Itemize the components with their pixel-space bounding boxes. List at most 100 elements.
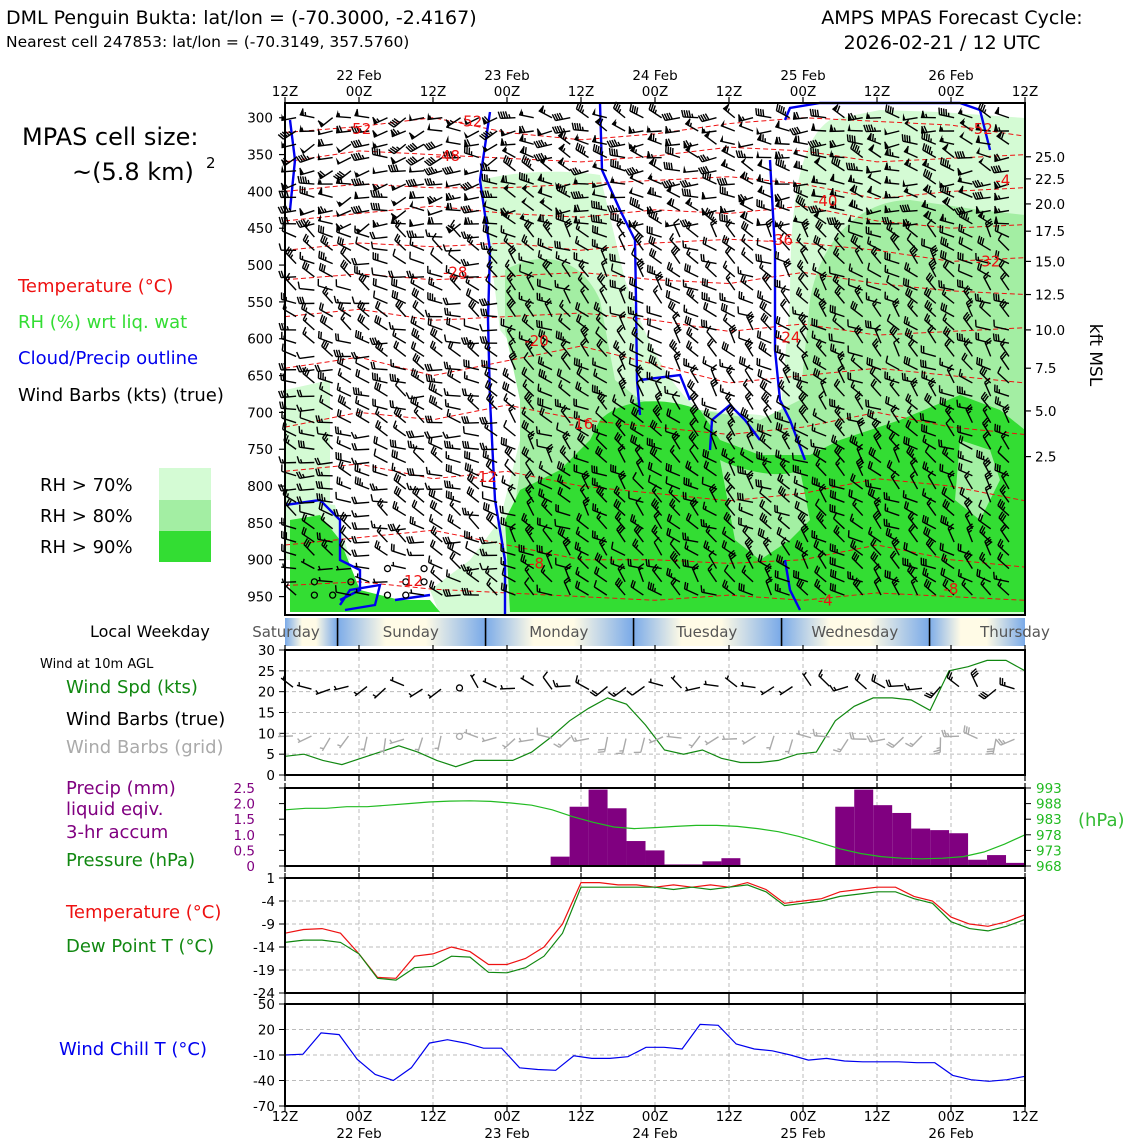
- top-date-label: 22 Feb: [336, 68, 381, 84]
- y-tick-label: 30: [258, 643, 275, 659]
- temperature-label: -16: [569, 415, 594, 433]
- legend-temperature: Temperature (°C): [17, 276, 173, 297]
- precip-bar: [930, 830, 949, 866]
- y-tick-label: 0: [266, 768, 275, 784]
- pressure-tick-label: 993: [1036, 781, 1062, 797]
- bottom-date-label: 22 Feb: [336, 1126, 381, 1140]
- wind-barb-true: [671, 675, 684, 688]
- precip-bar: [835, 807, 854, 866]
- temperature-label: -48: [436, 147, 461, 165]
- pressure-tick-label: 300: [247, 111, 273, 127]
- precip-tick-label: 1.0: [234, 828, 255, 844]
- bottom-time-tick-label: 12Z: [568, 1109, 594, 1125]
- wind-barb-true: [590, 681, 607, 697]
- wind-barb-true: [725, 675, 739, 687]
- precip-bar: [721, 858, 740, 866]
- top-time-tick-label: 00Z: [938, 84, 964, 100]
- wind-barb-grid: [616, 737, 626, 755]
- temperature-label: -12: [473, 468, 498, 486]
- cell-size-superscript: 2: [206, 154, 216, 172]
- forecast-cycle-title: AMPS MPAS Forecast Cycle:: [821, 7, 1082, 29]
- wind-barb-true: [553, 679, 570, 687]
- pressure-tick-label: 500: [247, 258, 273, 274]
- pressure-tick-label: 600: [247, 332, 273, 348]
- precip-tick-label: 2.0: [234, 797, 255, 813]
- wind-barb-grid: [501, 736, 515, 749]
- precip-bar: [570, 807, 589, 866]
- top-time-tick-label: 12Z: [568, 84, 594, 100]
- temperature-label: -8: [944, 580, 959, 598]
- pressure-label: Pressure (hPa): [66, 850, 195, 871]
- precip-tick-label: 2.5: [234, 781, 255, 797]
- precip-tick-label: 0.5: [234, 843, 255, 859]
- wind-barb-true: [455, 684, 463, 692]
- wind-barb-true: [390, 676, 405, 685]
- weekday-label: Wednesday: [811, 623, 898, 641]
- forecast-cycle-date: 2026-02-21 / 12 UTC: [844, 32, 1041, 54]
- nearest-cell-subtitle: Nearest cell 247853: lat/lon = (-70.3149…: [6, 33, 409, 51]
- precip-bar: [911, 829, 930, 866]
- precip-bar: [627, 841, 646, 866]
- wind-barb-grid: [598, 736, 608, 754]
- pressure-tick-label: 973: [1036, 843, 1062, 859]
- wind-barb-true: [574, 675, 592, 689]
- legend-rh80-label: RH > 80%: [40, 506, 133, 527]
- legend-swatch-rh70: [159, 468, 211, 500]
- y-tick-label: 5: [266, 747, 275, 763]
- y-tick-label: 15: [258, 706, 275, 722]
- legend-rh90-label: RH > 90%: [40, 537, 133, 558]
- bottom-time-tick-label: 00Z: [790, 1109, 816, 1125]
- wind-barb-grid: [850, 732, 867, 739]
- kft-tick-label: 25.0: [1035, 150, 1065, 166]
- y-tick-label: -40: [253, 1074, 275, 1090]
- kft-tick-label: 20.0: [1035, 197, 1065, 213]
- wind-barb-grid: [389, 736, 404, 744]
- top-time-tick-label: 00Z: [494, 84, 520, 100]
- legend-barbs: Wind Barbs (kts) (true): [18, 385, 224, 406]
- top-time-tick-label: 12Z: [272, 84, 298, 100]
- wind-barb-grid: [319, 736, 330, 751]
- bottom-date-label: 26 Feb: [928, 1126, 973, 1140]
- temperature-panel-label: Temperature (°C): [65, 902, 221, 923]
- wind-barb-grid: [867, 732, 885, 742]
- top-time-tick-label: 12Z: [420, 84, 446, 100]
- wind-barb-grid: [634, 736, 645, 754]
- legend-rh: RH (%) wrt liq. wat: [18, 312, 187, 333]
- wind-barb-true: [886, 679, 903, 687]
- y-tick-label: 1: [266, 871, 275, 887]
- y-tick-label: 25: [258, 664, 275, 680]
- wind-barb-grid: [296, 733, 311, 743]
- precip-label-1: Precip (mm): [66, 778, 176, 799]
- y-tick-label: -19: [253, 963, 275, 979]
- top-date-label: 26 Feb: [928, 68, 973, 84]
- temperature-label: -36: [769, 231, 794, 249]
- bottom-date-label: 24 Feb: [632, 1126, 677, 1140]
- temperature-label: -32: [976, 252, 1001, 270]
- wind-barb-grid: [933, 737, 940, 754]
- wind-barb-grid: [688, 734, 700, 748]
- bottom-time-tick-label: 00Z: [938, 1109, 964, 1125]
- wind-speed-label: Wind Spd (kts): [66, 677, 198, 698]
- wind-barb-grid: [481, 734, 496, 742]
- wind-barb-grid: [741, 733, 756, 744]
- bottom-date-label: 25 Feb: [780, 1126, 825, 1140]
- wind-barb-true: [998, 677, 1016, 688]
- dewpoint-panel-label: Dew Point T (°C): [66, 936, 214, 957]
- precip-label-3: 3-hr accum: [66, 822, 168, 843]
- wind-barb-grid: [797, 730, 812, 738]
- bottom-time-tick-label: 12Z: [864, 1109, 890, 1125]
- kft-tick-label: 17.5: [1035, 224, 1065, 240]
- legend-rh70-label: RH > 70%: [40, 475, 133, 496]
- wind-barbs-true-label: Wind Barbs (true): [66, 709, 225, 730]
- kft-tick-label: 7.5: [1035, 361, 1056, 377]
- wind-barb-true: [281, 675, 295, 687]
- wind-barb-grid: [986, 737, 996, 755]
- precip-bar: [949, 833, 968, 866]
- wind-barb-grid: [337, 734, 349, 748]
- pressure-tick-label: 800: [247, 479, 273, 495]
- kft-tick-label: 22.5: [1035, 172, 1065, 188]
